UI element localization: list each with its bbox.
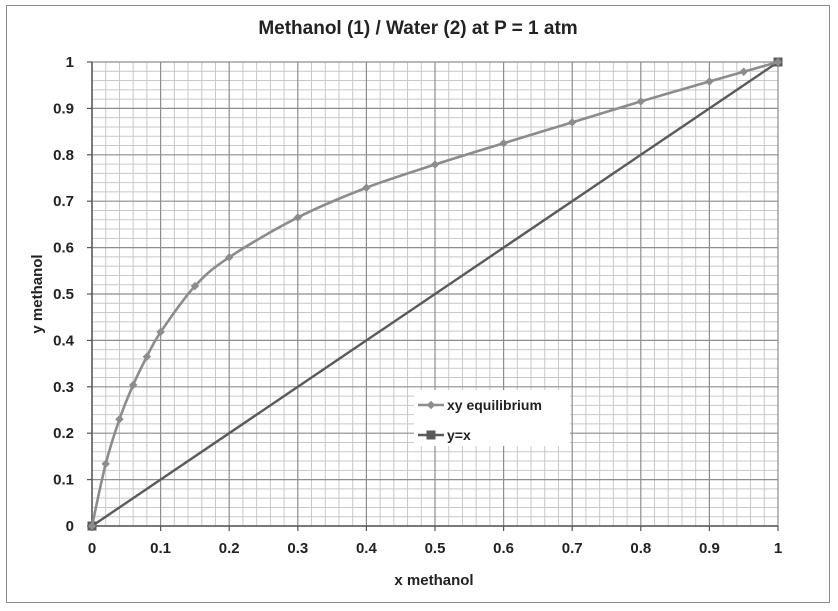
y-tick-label: 0.9 xyxy=(53,100,74,117)
legend-marker xyxy=(426,400,436,410)
chart-title: Methanol (1) / Water (2) at P = 1 atm xyxy=(258,18,577,39)
data-point xyxy=(739,67,748,76)
data-point xyxy=(156,327,165,337)
y-tick-label: 0.6 xyxy=(53,240,74,257)
series-line xyxy=(91,61,779,527)
data-point xyxy=(115,415,124,424)
y-tick-label: 1 xyxy=(66,54,74,71)
legend-marker xyxy=(426,430,436,440)
data-point xyxy=(142,352,152,361)
series-0 xyxy=(87,57,783,531)
x-tick-label: 0.7 xyxy=(562,540,583,557)
data-point xyxy=(87,521,97,531)
x-tick-label: 0.6 xyxy=(493,540,514,557)
x-tick-label: 0 xyxy=(88,540,96,557)
tick-labels: 0 0.1 0.2 0.3 0.4 0.5 0.6 0.7 0.8 0.9 1 0 0.1 0.2 0.3 0… xyxy=(53,54,782,557)
data-point xyxy=(430,160,440,169)
y-tick-label: 0.1 xyxy=(53,472,74,489)
y-tick-label: 0.5 xyxy=(53,286,74,303)
x-tick-label: 0.1 xyxy=(150,540,171,557)
x-tick-label: 0.5 xyxy=(425,540,446,557)
x-axis-label: x methanol xyxy=(394,572,473,589)
series-layer xyxy=(87,57,783,531)
y-axis-label: y methanol xyxy=(29,254,46,333)
y-tick-label: 0.8 xyxy=(53,147,74,164)
data-point xyxy=(499,139,508,148)
x-tick-label: 0.2 xyxy=(219,540,240,557)
legend-box xyxy=(414,390,570,446)
y-tick-label: 0.7 xyxy=(53,193,74,210)
x-tick-label: 0.4 xyxy=(356,540,378,557)
x-tick-label: 0.9 xyxy=(699,540,720,557)
data-point xyxy=(705,77,714,86)
data-point xyxy=(636,97,645,106)
data-point xyxy=(190,281,200,291)
y-tick-label: 0.2 xyxy=(53,425,74,442)
data-point xyxy=(101,459,110,469)
data-point xyxy=(568,118,577,127)
chart-area xyxy=(6,5,830,603)
y-tick-label: 0.4 xyxy=(53,332,75,349)
x-tick-label: 0.3 xyxy=(287,540,308,557)
x-tick-label: 1 xyxy=(774,540,782,557)
y-tick-label: 0.3 xyxy=(53,379,74,396)
y-tick-label: 0 xyxy=(66,518,74,535)
data-point xyxy=(362,183,371,192)
data-point xyxy=(128,380,138,390)
axes xyxy=(87,61,779,531)
x-tick-label: 0.8 xyxy=(630,540,651,557)
data-point xyxy=(293,213,302,222)
data-point xyxy=(225,253,234,262)
legend: xy equilibrium y=x xyxy=(414,390,570,446)
series-line xyxy=(90,60,779,527)
legend-label: y=x xyxy=(447,427,471,443)
legend-label: xy equilibrium xyxy=(447,397,542,413)
data-point xyxy=(773,57,783,67)
